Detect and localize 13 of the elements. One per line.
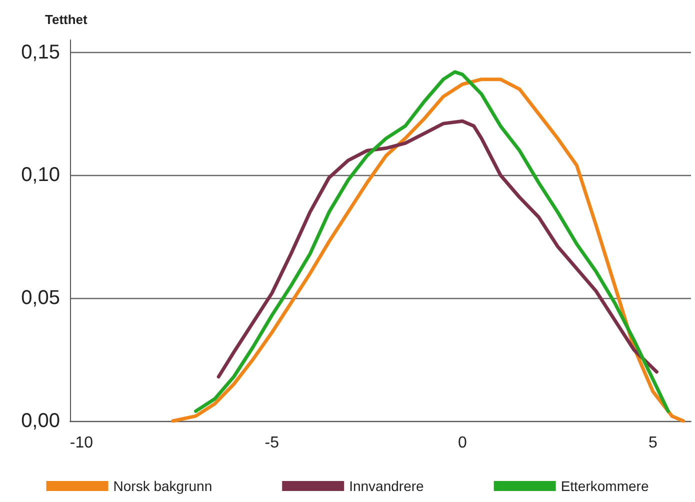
x-tick-label: -10 <box>70 434 94 452</box>
x-tick-label: 0 <box>458 434 467 452</box>
legend-label: Norsk bakgrunn <box>113 478 212 494</box>
legend-label: Innvandrere <box>349 478 424 494</box>
line-series <box>216 119 658 379</box>
y-tick-label: 0,05 <box>21 287 60 310</box>
legend-label: Etterkommere <box>560 478 649 494</box>
x-tick-label: 5 <box>648 434 658 452</box>
x-tick-label: -5 <box>264 434 280 452</box>
y-tick-label: 0,15 <box>21 41 60 64</box>
y-axis-title: Tetthet <box>45 12 88 27</box>
y-tick-label: 0,00 <box>21 410 60 432</box>
y-tick-label: 0,10 <box>21 164 60 186</box>
